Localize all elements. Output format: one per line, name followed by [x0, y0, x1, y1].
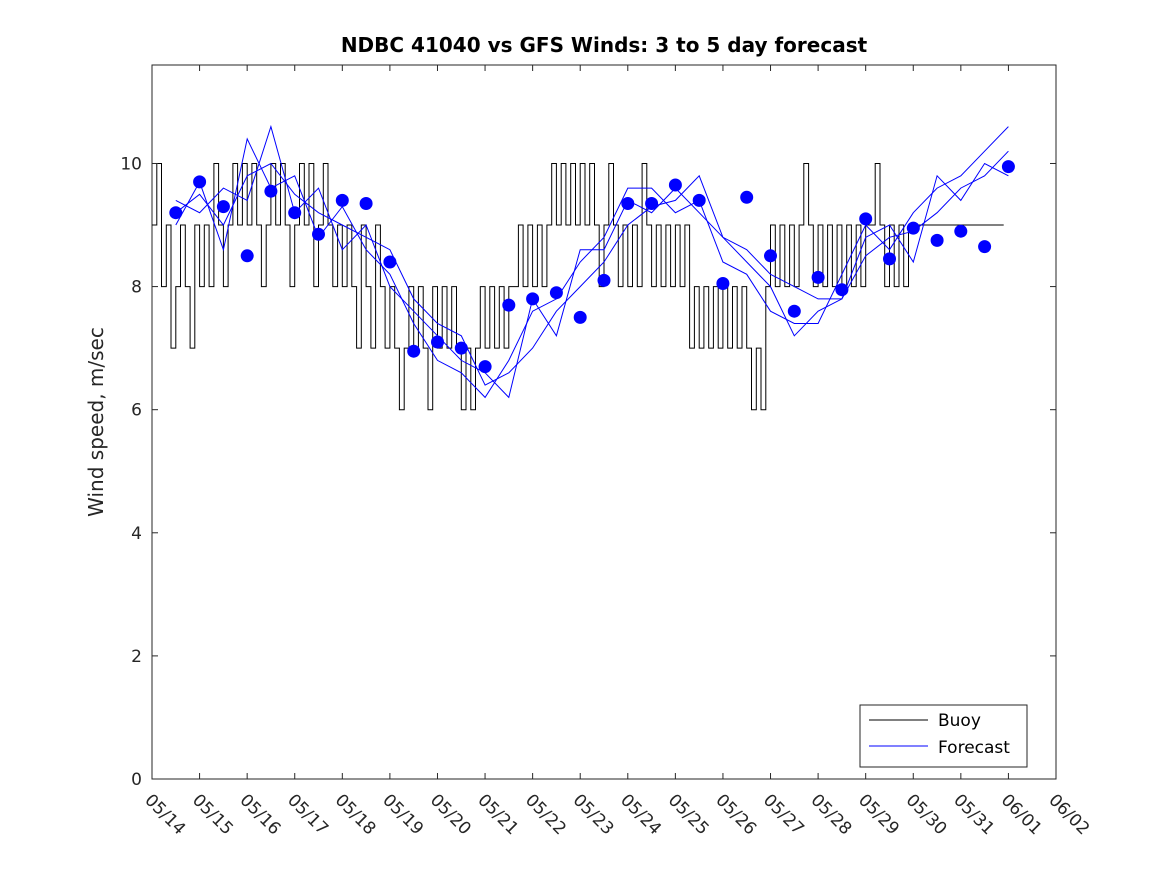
forecast-marker: [383, 255, 397, 269]
forecast-marker: [502, 298, 516, 312]
forecast-marker: [454, 341, 468, 355]
forecast-marker: [954, 224, 968, 238]
forecast-marker: [193, 175, 207, 189]
forecast-marker: [835, 283, 849, 297]
x-tick-label: 05/14: [140, 790, 189, 839]
forecast-marker: [597, 273, 611, 287]
forecast-marker: [811, 270, 825, 284]
legend-buoy-label: Buoy: [938, 711, 981, 731]
forecast-marker: [930, 233, 944, 247]
x-tick-label: 05/17: [283, 790, 332, 839]
forecast-line-1: [175, 150, 1009, 386]
buoy-series-group: [152, 163, 1004, 411]
forecast-marker: [312, 227, 325, 241]
x-tick-label: 05/21: [474, 790, 523, 839]
x-tick-label: 06/01: [997, 790, 1046, 839]
x-tick-label: 05/23: [569, 790, 618, 839]
forecast-marker: [359, 197, 373, 210]
y-tick-label: 2: [131, 647, 142, 667]
forecast-marker: [740, 190, 754, 204]
x-tick-label: 05/31: [949, 790, 998, 839]
x-tick-label: 05/19: [378, 790, 427, 839]
forecast-marker: [883, 252, 896, 266]
x-tick-label: 05/27: [759, 790, 808, 839]
forecast-marker: [335, 193, 349, 207]
x-tick-label: 05/15: [188, 790, 237, 839]
forecast-marker: [431, 335, 444, 349]
buoy-line: [152, 163, 1004, 411]
y-tick-label: 4: [131, 524, 142, 544]
x-tick-label: 05/24: [616, 790, 665, 839]
forecast-marker: [645, 197, 659, 210]
forecast-series-group: [175, 124, 1009, 399]
x-tick-label: 05/25: [664, 790, 713, 839]
forecast-marker: [216, 200, 230, 214]
x-tick-label: 05/18: [331, 790, 380, 839]
x-tick-label: 05/26: [711, 790, 760, 839]
forecast-marker: [906, 221, 920, 235]
forecast-marker: [859, 212, 873, 226]
forecast-marker: [1001, 160, 1015, 174]
x-tick-label: 06/02: [1044, 790, 1093, 839]
forecast-marker: [407, 344, 421, 358]
x-tick-label: 05/20: [426, 790, 475, 839]
y-tick-label: 8: [131, 278, 142, 298]
forecast-marker: [978, 240, 992, 254]
forecast-marker: [478, 360, 492, 374]
forecast-marker: [288, 206, 302, 220]
forecast-marker: [264, 184, 278, 198]
y-axis-label: Wind speed, m/sec: [84, 327, 108, 517]
forecast-markers-group: [169, 160, 1015, 374]
y-tick-label: 0: [131, 770, 142, 790]
plot-area: [151, 64, 1057, 780]
x-tick-label: 05/16: [236, 790, 285, 839]
forecast-marker: [668, 178, 682, 192]
forecast-marker: [169, 206, 183, 220]
x-tick-label: 05/28: [807, 790, 856, 839]
x-tick-label: 05/30: [902, 790, 951, 839]
forecast-marker: [692, 193, 706, 207]
y-tick-label: 6: [131, 401, 142, 421]
forecast-marker: [549, 286, 563, 300]
legend-forecast-label: Forecast: [938, 738, 1010, 758]
y-axis-ticks: 0 2 4 6 8 10: [120, 154, 1056, 790]
forecast-marker: [526, 292, 540, 306]
forecast-marker: [716, 277, 730, 290]
forecast-marker: [764, 249, 777, 263]
legend-box: [859, 704, 1028, 768]
chart-title: NDBC 41040 vs GFS Winds: 3 to 5 day fore…: [341, 33, 868, 57]
legend: Buoy Forecast: [859, 704, 1028, 768]
forecast-line-3: [175, 124, 1009, 399]
forecast-marker: [573, 310, 587, 324]
x-tick-label: 05/29: [854, 790, 903, 839]
y-tick-label: 10: [120, 154, 142, 174]
x-tick-label: 05/22: [521, 790, 570, 839]
forecast-marker: [240, 249, 254, 263]
forecast-marker: [787, 304, 801, 318]
forecast-marker: [621, 197, 635, 210]
